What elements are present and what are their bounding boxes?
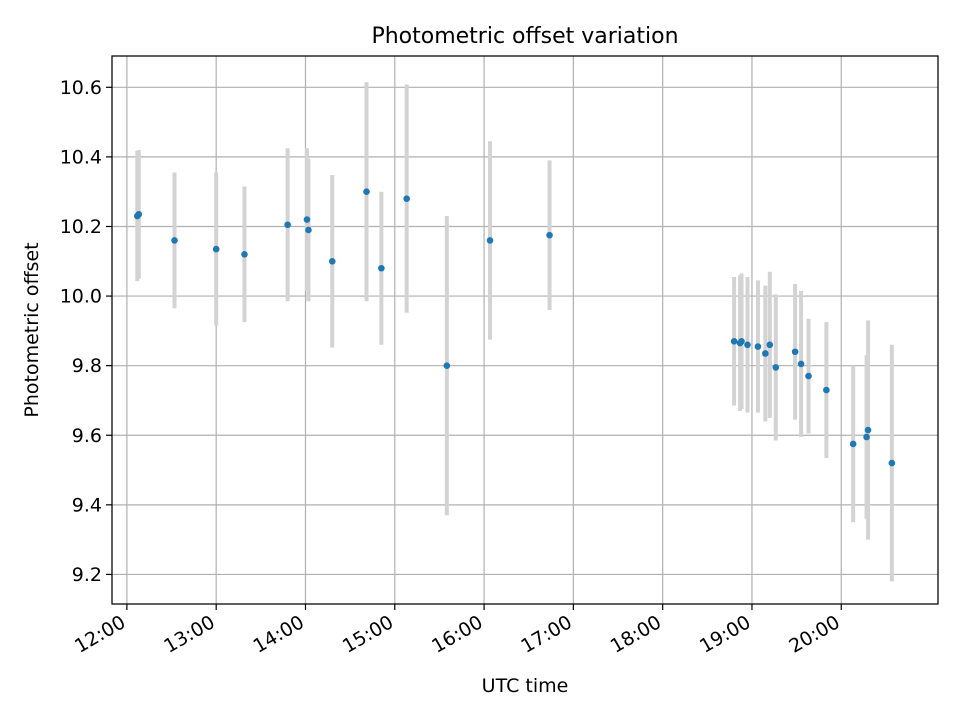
data-point <box>730 338 738 345</box>
data-point <box>823 386 830 394</box>
data-point <box>864 426 872 434</box>
data-point <box>328 257 336 265</box>
data-points <box>134 188 896 467</box>
data-point <box>443 362 451 369</box>
data-point <box>363 188 370 195</box>
data-point <box>546 231 553 239</box>
data-point <box>766 341 774 349</box>
data-point <box>305 226 312 234</box>
y-tick-label: 9.4 <box>72 494 102 516</box>
plot-frame <box>111 55 939 605</box>
data-point <box>791 348 799 356</box>
data-point <box>849 440 857 448</box>
data-point <box>797 360 805 368</box>
y-tick-label: 10.2 <box>60 216 102 238</box>
y-axis-label: Photometric offset <box>21 242 43 417</box>
data-point <box>303 216 311 223</box>
data-point <box>772 364 780 371</box>
data-point <box>403 195 410 202</box>
chart-title: Photometric offset variation <box>371 24 678 49</box>
y-tick-label: 9.8 <box>72 355 102 377</box>
data-point <box>378 264 385 272</box>
data-point <box>738 338 745 345</box>
data-point <box>486 237 494 244</box>
x-axis-label: UTC time <box>482 675 569 697</box>
y-tick-label: 10.4 <box>60 146 102 168</box>
y-tick-label: 10.0 <box>60 286 102 308</box>
data-point <box>171 237 178 244</box>
y-axis-ticks: 9.2 9.4 9.6 9.8 10.0 10.2 10.4 10.6 <box>60 77 112 586</box>
data-point <box>135 211 143 218</box>
y-tick-label: 9.6 <box>72 425 102 447</box>
data-point <box>762 350 769 357</box>
data-point <box>284 221 291 229</box>
data-point <box>744 341 751 349</box>
y-tick-label: 10.6 <box>60 77 102 99</box>
data-point <box>888 459 896 467</box>
y-tick-label: 9.2 <box>72 564 102 586</box>
data-point <box>212 245 220 253</box>
data-point <box>863 433 870 441</box>
data-point <box>754 343 762 350</box>
data-point <box>805 372 812 380</box>
data-point <box>241 251 248 258</box>
